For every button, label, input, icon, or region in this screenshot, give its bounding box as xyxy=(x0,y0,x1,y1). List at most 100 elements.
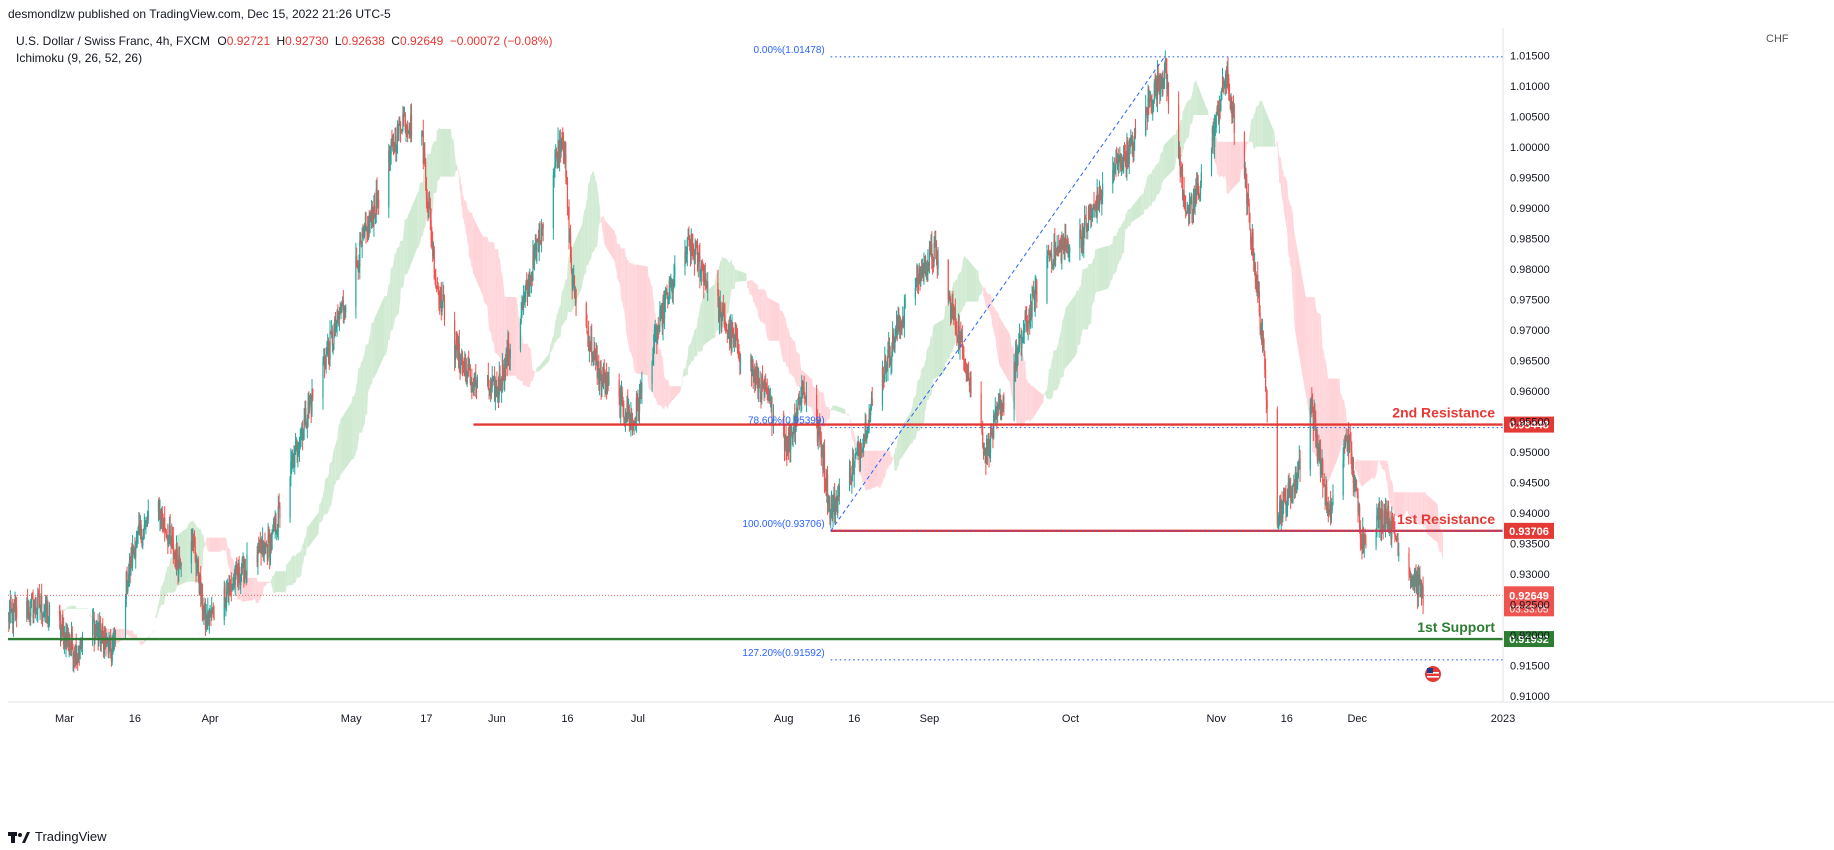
candle-body xyxy=(750,361,752,363)
candle-body xyxy=(797,405,799,416)
candle-body xyxy=(327,344,330,352)
candle-body xyxy=(463,366,465,368)
candle-body xyxy=(1284,493,1286,497)
cloud-segment xyxy=(1381,460,1382,469)
cloud-segment xyxy=(597,190,599,244)
candle-body xyxy=(1087,227,1089,232)
cloud-segment xyxy=(1022,352,1024,427)
cloud-segment xyxy=(169,558,171,593)
candle-body xyxy=(105,638,107,648)
candle-body xyxy=(1310,400,1312,407)
cloud-segment xyxy=(632,263,634,365)
cloud-segment xyxy=(1339,378,1341,453)
candle-body xyxy=(541,224,543,229)
candle-body xyxy=(534,244,536,249)
candle-body xyxy=(1054,248,1057,261)
candle-body xyxy=(102,636,105,654)
cloud-segment xyxy=(1048,369,1050,400)
fib-level-label: 0.00%(1.01478) xyxy=(754,45,825,56)
candle-body xyxy=(626,402,628,417)
candle-body xyxy=(953,311,955,319)
candle-body xyxy=(526,284,528,286)
cloud-segment xyxy=(303,539,305,561)
cloud-segment xyxy=(960,272,962,313)
candle-body xyxy=(1122,161,1124,170)
cloud-segment xyxy=(988,293,990,311)
cloud-segment xyxy=(1424,492,1426,526)
cloud-segment xyxy=(523,343,524,386)
cloud-segment xyxy=(626,257,628,339)
symbol-name[interactable]: U.S. Dollar / Swiss Franc, 4h, FXCM xyxy=(16,34,211,48)
cloud-segment xyxy=(1216,136,1218,175)
cloud-segment xyxy=(1161,152,1163,184)
candle-body xyxy=(890,361,892,363)
candle-body xyxy=(37,594,40,596)
candle-body xyxy=(936,254,938,269)
candle-body xyxy=(371,206,373,217)
cloud-segment xyxy=(847,414,849,416)
candle-body xyxy=(599,370,601,372)
cloud-segment xyxy=(1188,99,1190,139)
cloud-segment xyxy=(1274,132,1276,147)
candle-body xyxy=(1418,574,1420,577)
candle-body xyxy=(1263,340,1265,355)
candle-body xyxy=(391,141,393,145)
candle-body xyxy=(1326,502,1329,511)
candle-body xyxy=(805,395,808,401)
candle-body xyxy=(1131,135,1133,147)
candle-body xyxy=(666,288,668,294)
candle-body xyxy=(1022,341,1024,343)
cloud-segment xyxy=(63,609,65,611)
candle-body xyxy=(131,551,133,566)
candle-body xyxy=(197,560,200,583)
cloud-segment xyxy=(360,362,362,433)
cloud-segment xyxy=(261,581,263,597)
candle-body xyxy=(1189,200,1191,203)
cloud-segment xyxy=(154,616,156,618)
candle-body xyxy=(537,240,540,252)
candle-body xyxy=(507,342,509,366)
candle-body xyxy=(139,523,141,534)
cloud-segment xyxy=(393,260,394,329)
cloud-segment xyxy=(288,561,289,586)
candle-body xyxy=(857,440,859,448)
candle-body xyxy=(1124,155,1126,163)
candle-body xyxy=(653,345,655,355)
candle-body xyxy=(66,631,68,641)
tradingview-footer[interactable]: TradingView xyxy=(8,829,107,844)
cloud-segment xyxy=(336,440,338,481)
candle-body xyxy=(1322,484,1325,486)
candle-body xyxy=(428,202,430,209)
candle-body xyxy=(855,452,858,455)
cloud-segment xyxy=(1258,104,1259,147)
cloud-segment xyxy=(662,356,664,409)
cloud-segment xyxy=(157,604,159,613)
indicator-legend[interactable]: Ichimoku (9, 26, 52, 26) xyxy=(16,51,143,65)
cloud-segment xyxy=(450,128,452,177)
cloud-segment xyxy=(165,571,167,597)
cloud-segment xyxy=(1191,93,1193,124)
cloud-segment xyxy=(1186,101,1188,139)
candle-body xyxy=(1390,532,1392,539)
candle-body xyxy=(73,653,75,660)
candle-body xyxy=(176,548,178,566)
cloud-segment xyxy=(493,242,495,347)
cloud-segment xyxy=(229,548,231,572)
candle-body xyxy=(1319,447,1322,477)
candle-body xyxy=(410,114,412,130)
candle-body xyxy=(753,369,755,377)
level-price-text: 0.93706 xyxy=(1509,526,1549,538)
candle-body xyxy=(179,559,181,566)
cloud-segment xyxy=(1219,141,1221,177)
candle-body xyxy=(605,375,607,393)
candle-body xyxy=(102,626,104,637)
cloud-segment xyxy=(928,346,929,400)
cloud-segment xyxy=(1195,79,1197,115)
candle-body xyxy=(789,432,791,450)
cloud-segment xyxy=(813,386,814,417)
candle-body xyxy=(1214,127,1216,148)
cloud-segment xyxy=(1175,129,1177,163)
cloud-segment xyxy=(862,450,864,483)
